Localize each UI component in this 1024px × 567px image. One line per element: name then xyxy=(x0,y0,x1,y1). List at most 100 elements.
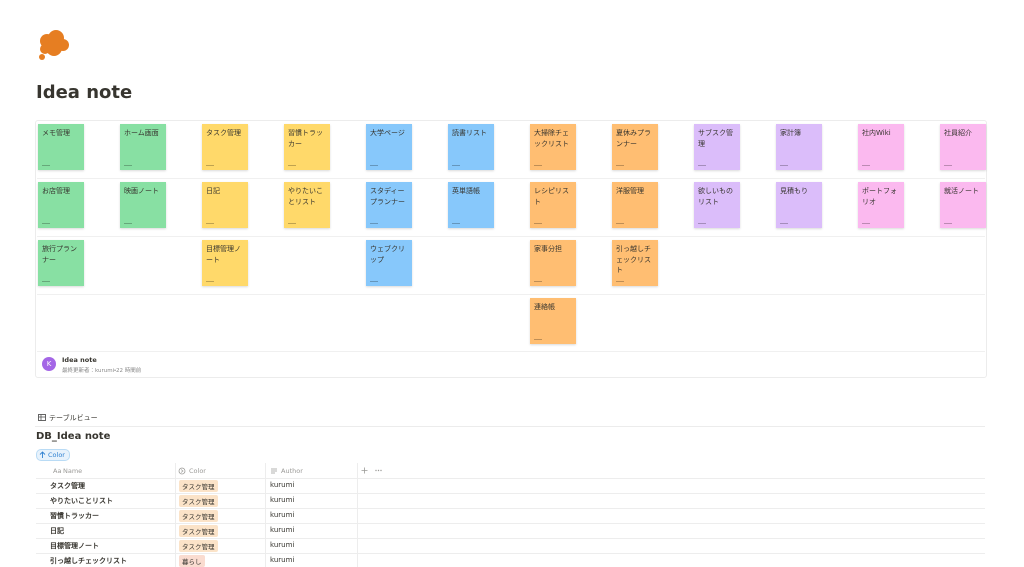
note-meta xyxy=(42,223,50,224)
cell-author: kurumi xyxy=(270,511,295,519)
note-meta xyxy=(862,165,870,166)
cell-author: kurumi xyxy=(270,541,295,549)
sort-chip[interactable]: Color xyxy=(36,449,70,461)
note-meta xyxy=(124,165,132,166)
color-icon xyxy=(178,467,186,475)
sticky-note[interactable]: 見積もり xyxy=(776,182,822,228)
avatar: K xyxy=(42,357,56,371)
sticky-note[interactable]: お店管理 xyxy=(38,182,84,228)
column-divider xyxy=(175,463,176,567)
page-icon xyxy=(39,30,69,60)
sticky-note[interactable]: 大学ページ xyxy=(366,124,412,170)
note-meta xyxy=(862,223,870,224)
note-meta xyxy=(944,223,952,224)
row-divider xyxy=(36,553,985,554)
note-meta xyxy=(370,223,378,224)
sticky-note[interactable]: 夏休みプランナー xyxy=(612,124,658,170)
sticky-note[interactable]: サブスク管理 xyxy=(694,124,740,170)
column-divider xyxy=(265,463,266,567)
note-meta xyxy=(616,165,624,166)
note-meta xyxy=(206,281,214,282)
column-divider xyxy=(357,463,358,567)
note-meta xyxy=(206,165,214,166)
row-divider xyxy=(36,478,985,479)
note-meta xyxy=(452,165,460,166)
db-title: DB_Idea note xyxy=(36,431,111,442)
note-meta xyxy=(534,281,542,282)
sticky-note[interactable]: ポートフォリオ xyxy=(858,182,904,228)
header-actions[interactable] xyxy=(360,466,386,475)
note-meta xyxy=(288,223,296,224)
column-header: Color xyxy=(189,467,206,475)
note-meta xyxy=(288,165,296,166)
cell-name[interactable]: タスク管理 xyxy=(50,482,85,490)
row-divider xyxy=(36,523,985,524)
row-divider xyxy=(37,236,985,237)
note-meta xyxy=(534,223,542,224)
sticky-note[interactable]: 就活ノート xyxy=(940,182,986,228)
sticky-note[interactable]: 社内Wiki xyxy=(858,124,904,170)
note-meta xyxy=(42,165,50,166)
note-meta xyxy=(616,223,624,224)
sticky-note[interactable]: 読書リスト xyxy=(448,124,494,170)
color-tag: タスク管理 xyxy=(179,525,218,537)
table-icon xyxy=(38,414,46,421)
sticky-note[interactable]: 家事分担 xyxy=(530,240,576,286)
note-meta xyxy=(944,165,952,166)
row-divider xyxy=(36,493,985,494)
sticky-note[interactable]: 連絡帳 xyxy=(530,298,576,344)
cell-author: kurumi xyxy=(270,526,295,534)
sticky-note[interactable]: やりたいことリスト xyxy=(284,182,330,228)
note-meta xyxy=(780,223,788,224)
sticky-note[interactable]: 習慣トラッカー xyxy=(284,124,330,170)
sticky-note[interactable]: 目標管理ノート xyxy=(202,240,248,286)
sticky-note[interactable]: ホーム画面 xyxy=(120,124,166,170)
color-tag: タスク管理 xyxy=(179,480,218,492)
row-divider xyxy=(36,538,985,539)
row-divider xyxy=(37,178,985,179)
cell-author: kurumi xyxy=(270,556,295,564)
cell-author: kurumi xyxy=(270,481,295,489)
sticky-note[interactable]: 日記 xyxy=(202,182,248,228)
sticky-note[interactable]: 欲しいものリスト xyxy=(694,182,740,228)
sticky-note[interactable]: 洋服管理 xyxy=(612,182,658,228)
sticky-note[interactable]: 英単語帳 xyxy=(448,182,494,228)
note-meta xyxy=(370,165,378,166)
cell-name[interactable]: 習慣トラッカー xyxy=(50,512,99,520)
view-tab[interactable]: テーブルビュー xyxy=(49,414,98,422)
note-meta xyxy=(698,165,706,166)
row-divider xyxy=(37,351,985,352)
cell-name[interactable]: 日記 xyxy=(50,527,64,535)
sticky-note[interactable]: 映画ノート xyxy=(120,182,166,228)
column-header: Author xyxy=(281,467,303,475)
row-divider xyxy=(37,294,985,295)
sticky-note[interactable]: レシピリスト xyxy=(530,182,576,228)
sticky-note[interactable]: 大掃除チェックリスト xyxy=(530,124,576,170)
sticky-note[interactable]: スタディープランナー xyxy=(366,182,412,228)
color-tag: タスク管理 xyxy=(179,510,218,522)
footer-meta: 最終更新者：kurumi・22 時間前 xyxy=(62,368,142,374)
color-tag: タスク管理 xyxy=(179,540,218,552)
sticky-note[interactable]: 家計簿 xyxy=(776,124,822,170)
note-meta xyxy=(698,223,706,224)
cell-name[interactable]: 目標管理ノート xyxy=(50,542,99,550)
cell-name[interactable]: やりたいことリスト xyxy=(50,497,113,505)
cell-name[interactable]: 引っ越しチェックリスト xyxy=(50,557,127,565)
note-meta xyxy=(534,339,542,340)
color-tag: 暮らし xyxy=(179,555,205,567)
sticky-note[interactable]: タスク管理 xyxy=(202,124,248,170)
sticky-note[interactable]: メモ管理 xyxy=(38,124,84,170)
divider xyxy=(35,426,985,427)
sticky-note[interactable]: 旅行プランナー xyxy=(38,240,84,286)
note-meta xyxy=(42,281,50,282)
sticky-note[interactable]: ウェブクリップ xyxy=(366,240,412,286)
sticky-note[interactable]: 引っ越しチェックリスト xyxy=(612,240,658,286)
color-tag: タスク管理 xyxy=(179,495,218,507)
sort-arrow xyxy=(39,451,46,458)
column-header: Name xyxy=(63,467,83,475)
sticky-note[interactable]: 社員紹介 xyxy=(940,124,986,170)
note-meta xyxy=(370,281,378,282)
board: メモ管理お店管理旅行プランナー ホーム画面映画ノート タスク管理日記目標管理ノート 習… xyxy=(35,120,987,378)
note-meta xyxy=(534,165,542,166)
